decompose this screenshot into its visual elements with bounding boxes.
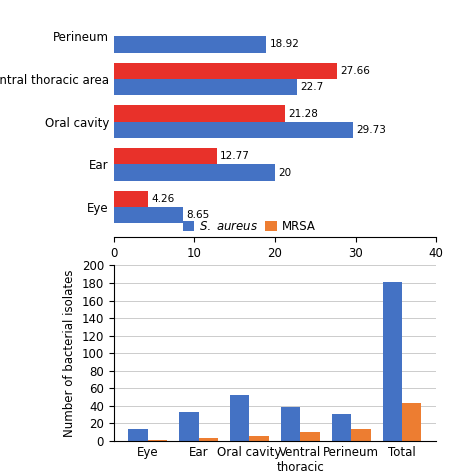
Text: 4.26: 4.26 [151, 194, 174, 204]
Bar [402, 403, 421, 441]
Bar [199, 438, 218, 441]
Bar [114, 164, 275, 181]
Text: 8.65: 8.65 [187, 210, 210, 220]
Bar [383, 282, 402, 441]
Bar [114, 106, 285, 122]
Bar [128, 429, 148, 441]
Text: 18.92: 18.92 [269, 39, 299, 49]
Text: 20: 20 [278, 167, 291, 178]
Y-axis label: Number of bacterial isolates: Number of bacterial isolates [63, 269, 76, 437]
Bar [114, 207, 183, 223]
Text: 21.28: 21.28 [289, 109, 319, 118]
Text: 12.77: 12.77 [220, 151, 250, 161]
Bar [148, 440, 167, 441]
Bar [249, 436, 269, 441]
Bar [332, 414, 351, 441]
Legend: $\it{S.}$ $\it{aureus}$, MRSA: $\it{S.}$ $\it{aureus}$, MRSA [178, 215, 320, 237]
Bar [301, 432, 319, 441]
Text: 22.7: 22.7 [300, 82, 323, 92]
Bar [281, 407, 301, 441]
Text: 29.73: 29.73 [356, 125, 386, 135]
Bar [179, 412, 199, 441]
Bar [114, 79, 297, 95]
Text: 27.66: 27.66 [340, 66, 370, 76]
Bar [114, 191, 148, 207]
Bar [230, 395, 249, 441]
X-axis label: Percentage of bacterial isolates: Percentage of bacterial isolates [176, 265, 374, 278]
Bar [114, 63, 337, 79]
Bar [351, 429, 371, 441]
Bar [114, 148, 217, 164]
Bar [114, 122, 353, 138]
Bar [114, 36, 266, 53]
